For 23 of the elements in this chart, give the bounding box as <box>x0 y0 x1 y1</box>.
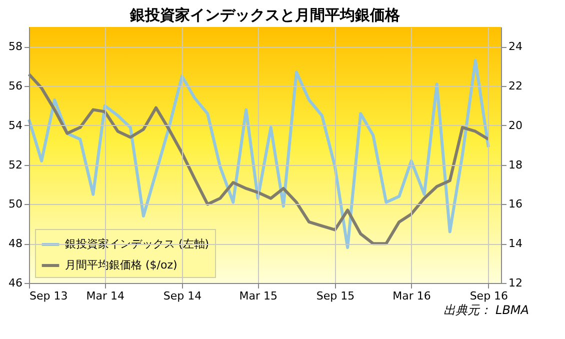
y2-tick-label: 22 <box>508 80 522 93</box>
y2-tick-label: 12 <box>508 276 522 290</box>
y-tick-label: 56 <box>8 80 22 93</box>
y2-tick-label: 24 <box>508 40 522 54</box>
x-tick-label: Sep 16 <box>470 290 508 302</box>
y-tick-label: 48 <box>8 237 22 250</box>
y-tick-label: 52 <box>8 158 22 172</box>
x-tick-label: Sep 15 <box>316 290 355 302</box>
x-tick-label: Mar 14 <box>86 290 124 302</box>
y2-tick-label: 18 <box>508 158 522 172</box>
x-tick-label: Sep 14 <box>163 290 202 302</box>
x-tick-label: Sep 13 <box>30 290 68 302</box>
text: 出典元： LBMA <box>444 303 529 317</box>
y2-tick-label: 20 <box>508 118 522 132</box>
x-tick-label: Mar 16 <box>392 290 431 302</box>
x-tick-label: Mar 15 <box>239 290 278 302</box>
chart-title: 銀投資家インデックスと月間平均銀価格 <box>129 6 401 24</box>
y-tick-label: 50 <box>8 198 22 211</box>
y2-tick-label: 14 <box>508 237 522 250</box>
y2-tick-label: 16 <box>508 198 522 211</box>
y-tick-label: 46 <box>8 276 22 290</box>
y-tick-label: 58 <box>8 40 22 54</box>
y-tick-label: 54 <box>8 118 22 132</box>
